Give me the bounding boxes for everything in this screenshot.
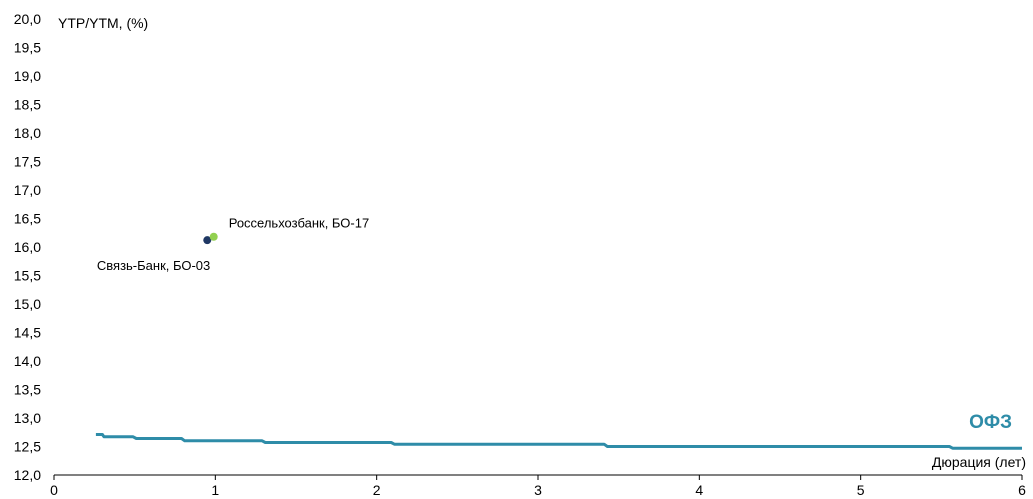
y-tick-label: 16,0 [14, 239, 41, 255]
x-tick-label: 4 [695, 482, 703, 498]
y-axis-label: YTP/YTM, (%) [58, 15, 148, 31]
y-tick-label: 15,0 [14, 296, 41, 312]
y-tick-label: 18,0 [14, 125, 41, 141]
bond-point [209, 232, 218, 241]
y-tick-label: 13,0 [14, 410, 41, 426]
x-axis: 0 1 2 3 4 5 6 [50, 474, 1026, 498]
x-axis-label: Дюрация (лет) [932, 454, 1026, 470]
y-axis-ticks: 12,0 12,5 13,0 13,5 14,0 14,5 15,0 15,5 16,0 16,5… [14, 11, 41, 483]
x-tick-label: 0 [50, 482, 58, 498]
x-tick-label: 2 [373, 482, 381, 498]
bond-point-label: Связь-Банк, БО-03 [97, 258, 210, 273]
y-tick-label: 19,0 [14, 68, 41, 84]
ofz-series-label: ОФЗ [969, 412, 1012, 433]
y-tick-label: 15,5 [14, 268, 41, 284]
series-layer: ОФЗ [95, 412, 1022, 450]
x-tick-label: 1 [211, 482, 219, 498]
y-tick-label: 18,5 [14, 97, 41, 113]
bond-point [203, 236, 212, 245]
y-tick-label: 19,5 [14, 40, 41, 56]
y-tick-label: 12,5 [14, 439, 41, 455]
ofz-curve-line [95, 433, 1022, 450]
y-tick-label: 12,0 [14, 467, 41, 483]
y-tick-label: 13,5 [14, 382, 41, 398]
points-layer: Связь-Банк, БО-03 Россельхозбанк, БО-17 [97, 216, 369, 273]
y-tick-label: 17,5 [14, 154, 41, 170]
x-tick-label: 5 [857, 482, 865, 498]
bond-point-label: Россельхозбанк, БО-17 [229, 216, 370, 231]
y-tick-label: 20,0 [14, 11, 41, 27]
x-tick-label: 3 [534, 482, 542, 498]
y-tick-label: 16,5 [14, 211, 41, 227]
y-tick-label: 14,5 [14, 325, 41, 341]
y-tick-label: 14,0 [14, 353, 41, 369]
y-tick-label: 17,0 [14, 182, 41, 198]
x-tick-label: 6 [1018, 482, 1026, 498]
